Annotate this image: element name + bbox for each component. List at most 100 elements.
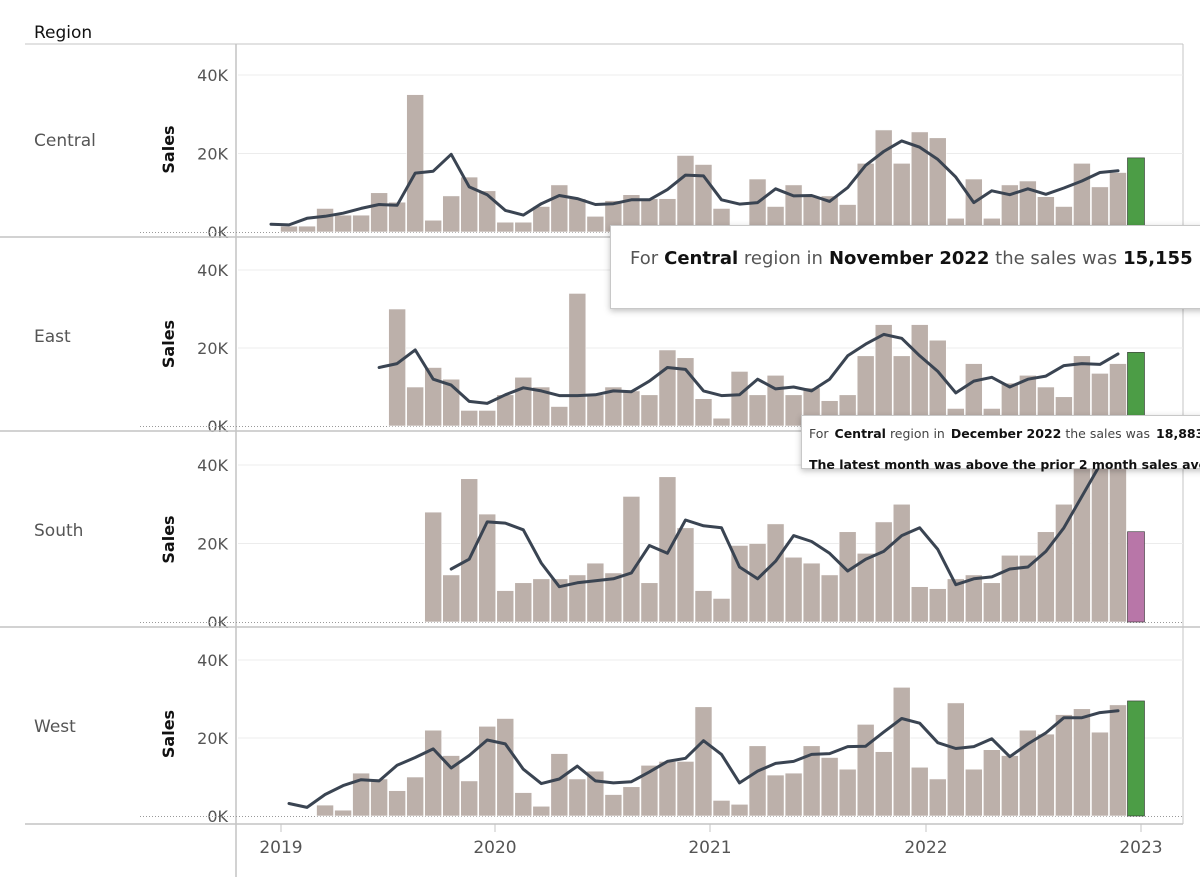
tooltip-suffix: the sales was [995,248,1118,269]
sales-bar [586,216,605,233]
sales-bar [424,511,442,623]
sales-bar [478,513,497,623]
tooltip-month: December 2022 [950,426,1062,441]
sales-bar [766,374,785,427]
sales-bar [676,527,695,623]
sales-bar [1109,704,1127,817]
sales-bar [496,718,515,817]
sales-bar [694,706,713,817]
sales-bar [676,761,695,817]
sales-bar [514,376,533,427]
y-axis-title: Sales [159,710,178,758]
sales-bar [784,394,803,427]
region-header: Region [34,23,92,43]
sales-bar [658,761,677,817]
sales-bar [496,394,515,427]
sales-bar [532,578,551,623]
sales-bar [460,478,479,623]
sales-bar [1109,172,1127,233]
sales-bar [316,804,334,817]
sales-bar [568,574,587,623]
sales-bar [1127,531,1145,623]
region-label-west: West [34,717,76,737]
sales-bar [442,195,461,233]
sales-bar [784,556,803,623]
sales-bar [874,521,893,623]
sales-bar [424,219,442,233]
sales-bar [352,214,370,233]
y-tick-label: 20K [197,145,228,164]
sales-bar [730,803,749,817]
y-tick-label: 40K [197,66,228,85]
sales-bar [748,745,767,817]
sales-bar [748,543,767,623]
sales-bar [838,531,857,623]
sales-bar [514,792,533,817]
y-axis-title: Sales [159,125,178,173]
sales-bar [1055,503,1073,623]
sales-bar [928,339,947,427]
x-tick-label: 2020 [473,838,516,858]
sales-bar [586,394,605,427]
x-tick-label: 2021 [688,838,731,858]
tooltip-suffix: the sales was [1065,426,1151,441]
sales-bar [983,749,1001,817]
sales-bar [370,192,388,233]
sales-bar [370,778,388,817]
sales-bar [838,768,857,817]
sales-bar [1001,755,1019,817]
sales-bar [550,184,569,233]
sales-bar [874,129,893,233]
sales-bar [856,724,875,817]
region-label-central: Central [34,131,96,151]
sales-bar [964,574,983,623]
sales-bar [694,398,713,427]
sales-bar [550,406,569,427]
sales-bar [514,582,533,623]
sales-bar [586,562,605,623]
sales-bar [1073,448,1091,623]
sales-bar [1055,714,1073,817]
tooltip-region: Central [664,248,739,269]
sales-bar [820,757,839,817]
sales-bar [532,805,551,817]
sales-bar [496,221,515,233]
sales-bar [946,702,965,817]
sales-bar [334,809,352,817]
tooltip-prefix: For [630,248,659,269]
sales-bar [910,324,929,427]
sales-bar [1127,157,1145,233]
sales-bar [388,308,406,427]
tooltip-month: November 2022 [828,248,990,269]
sales-bar [442,755,461,817]
sales-bar [460,410,479,427]
sales-bar [694,590,713,623]
tooltip-value: 15,155 [1123,248,1193,269]
sales-bar [874,751,893,817]
sales-bar [388,201,406,233]
sales-bar [676,155,695,233]
sales-bar [892,503,911,623]
sales-bar [983,582,1001,623]
sales-bar [928,778,947,817]
tooltip-mid: region in [743,248,823,269]
sales-bar [352,772,370,817]
trend-line [377,332,1120,405]
sales-bar [964,768,983,817]
tooltip-east: For Central region in December 2022 the sa… [801,415,1200,472]
sales-bar [1019,554,1037,623]
sales-bar [856,553,875,623]
sales-bar [406,776,424,817]
sales-bar [622,390,641,427]
sales-bar [550,578,569,623]
tooltip-mid: region in [889,426,945,441]
y-axis-title: Sales [159,320,178,368]
sales-bar [784,772,803,817]
sales-bar [406,94,424,233]
sales-bar [640,764,659,817]
y-tick-label: 20K [197,339,228,358]
sales-bar [1019,729,1037,817]
tooltip-note: The latest month was above the prior 2 m… [809,457,1200,472]
region-label-south: South [34,521,83,541]
